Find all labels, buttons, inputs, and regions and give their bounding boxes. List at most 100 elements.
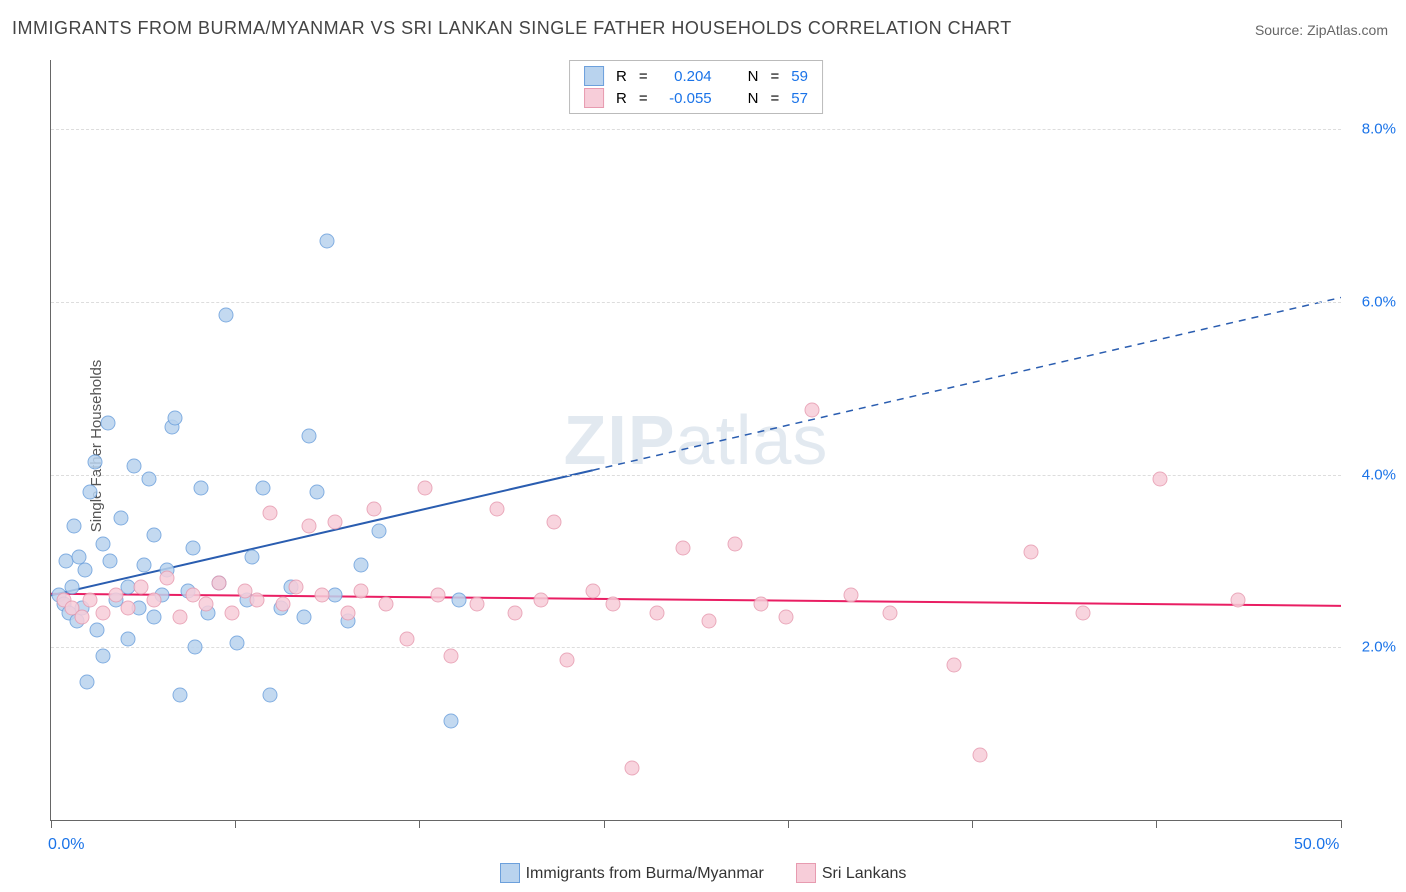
legend-eq: = [765,65,786,87]
series-name: Immigrants from Burma/Myanmar [526,865,764,882]
legend-r-value: -0.055 [654,87,718,109]
data-point [1230,592,1245,607]
data-point [121,631,136,646]
data-point [250,592,265,607]
data-point [142,471,157,486]
data-point [490,502,505,517]
data-point [113,510,128,525]
data-point [779,610,794,625]
data-point [276,597,291,612]
x-tick [1341,820,1342,828]
data-point [90,623,105,638]
data-point [534,592,549,607]
data-point [100,415,115,430]
data-point [126,458,141,473]
legend-swatch [584,66,604,86]
data-point [147,610,162,625]
data-point [947,657,962,672]
data-point [371,523,386,538]
legend-row: R=-0.055N=57 [578,87,814,109]
legend-r-value: 0.204 [654,65,718,87]
data-point [379,597,394,612]
data-point [224,605,239,620]
x-tick [1156,820,1157,828]
y-tick-label: 2.0% [1346,639,1396,656]
y-tick-label: 8.0% [1346,121,1396,138]
data-point [82,484,97,499]
legend-eq: = [765,87,786,109]
data-point [136,558,151,573]
data-point [882,605,897,620]
data-point [624,761,639,776]
series-legend: Immigrants from Burma/Myanmar Sri Lankans [0,864,1406,884]
data-point [167,411,182,426]
data-point [353,558,368,573]
data-point [219,307,234,322]
x-tick [51,820,52,828]
series-swatch [796,863,816,883]
series-legend-item: Immigrants from Burma/Myanmar [500,865,764,882]
gridline-h [51,129,1341,130]
data-point [103,553,118,568]
correlation-table: R=0.204N=59R=-0.055N=57 [578,65,814,109]
data-point [173,687,188,702]
data-point [418,480,433,495]
data-point [67,519,82,534]
gridline-h [51,475,1341,476]
data-point [443,713,458,728]
legend-n-value: 59 [785,65,814,87]
source-value: ZipAtlas.com [1307,22,1388,38]
plot-area: ZIPatlas R=0.204N=59R=-0.055N=57 2.0%4.0… [50,60,1341,821]
legend-swatch [584,88,604,108]
data-point [108,588,123,603]
data-point [340,605,355,620]
legend-n-label: N [742,65,765,87]
data-point [302,519,317,534]
data-point [451,592,466,607]
data-point [701,614,716,629]
legend-r-label: R [610,65,633,87]
trend-line-dashed [593,298,1341,471]
data-point [650,605,665,620]
data-point [95,536,110,551]
data-point [727,536,742,551]
data-point [74,610,89,625]
gridline-h [51,647,1341,648]
data-point [82,592,97,607]
legend-n-value: 57 [785,87,814,109]
data-point [173,610,188,625]
data-point [147,528,162,543]
legend-n-label: N [742,87,765,109]
trend-lines-layer [51,60,1341,820]
data-point [606,597,621,612]
legend-eq: = [633,87,654,109]
data-point [547,515,562,530]
source-label: Source: [1255,22,1307,38]
data-point [95,648,110,663]
data-point [87,454,102,469]
data-point [263,687,278,702]
data-point [229,635,244,650]
data-point [1076,605,1091,620]
x-axis-end-label: 50.0% [1294,836,1339,854]
data-point [431,588,446,603]
data-point [320,234,335,249]
source-citation: Source: ZipAtlas.com [1255,22,1388,38]
gridline-h [51,302,1341,303]
x-tick [604,820,605,828]
x-tick [788,820,789,828]
data-point [443,648,458,663]
data-point [160,571,175,586]
data-point [296,610,311,625]
data-point [400,631,415,646]
data-point [121,601,136,616]
watermark-bold: ZIP [564,401,676,479]
y-tick-label: 6.0% [1346,293,1396,310]
data-point [805,402,820,417]
data-point [147,592,162,607]
data-point [77,562,92,577]
correlation-legend: R=0.204N=59R=-0.055N=57 [569,60,823,114]
data-point [753,597,768,612]
series-name: Sri Lankans [822,865,907,882]
y-tick-label: 4.0% [1346,466,1396,483]
